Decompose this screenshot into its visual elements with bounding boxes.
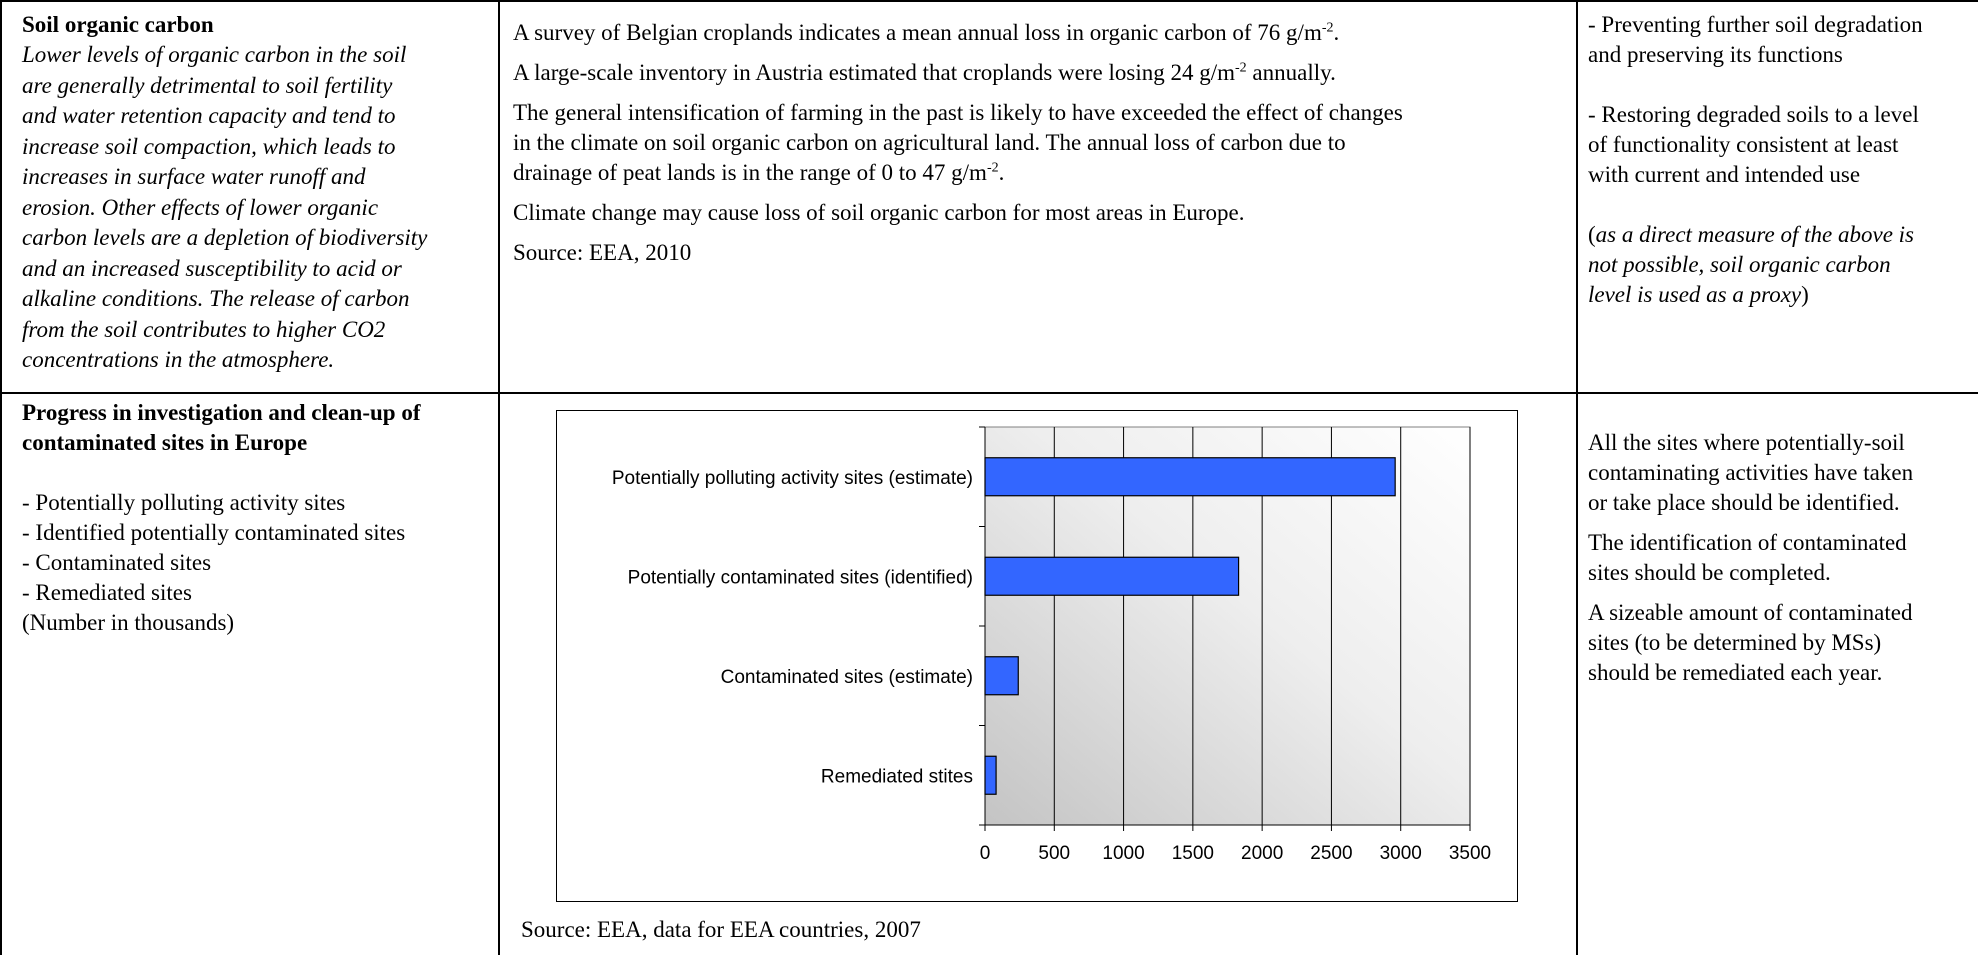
description-line: Lower levels of organic carbon in the so… [22,42,407,67]
paragraph-intensification: The general intensification of farming i… [513,100,1403,185]
proxy-line: not possible, soil organic carbon [1588,252,1891,277]
objective-proxy-note: (as a direct measure of the above is not … [1588,222,1914,307]
objective-line: - Restoring degraded soils to a level [1588,102,1919,127]
bar [984,755,997,795]
target-paragraph: A sizeable amount of contaminated sites (… [1588,598,1976,688]
paragraph-line: The general intensification of farming i… [513,100,1403,125]
indicator-description: Lower levels of organic carbon in the so… [22,40,492,376]
target-paragraph: All the sites where potentially-soil cont… [1588,428,1976,518]
source-text: Source: EEA, 2010 [513,240,692,265]
proxy-line: level is used as a proxy [1588,282,1802,307]
list-item: - Potentially polluting activity sites [22,490,346,515]
description-line: increases in surface water runoff and [22,164,366,189]
objective-restoring: - Restoring degraded soils to a level of … [1588,100,1978,190]
objective-line: and preserving its functions [1588,42,1843,67]
indicator-title-contaminated: Progress in investigation and clean-up o… [22,398,496,458]
x-tick-label: 500 [1038,843,1070,864]
table-border-col1 [498,0,500,955]
description-line: carbon levels are a depletion of biodive… [22,225,428,250]
target-line: The identification of contaminated [1588,530,1907,555]
indicator-title: Soil organic carbon [22,12,214,37]
bar [984,457,1396,497]
table-border-top [0,0,1978,2]
category-label: Potentially polluting activity sites (es… [612,468,973,489]
indicator-cell-contaminated-sites: Progress in investigation and clean-up o… [22,398,496,638]
paragraph-belgium: A survey of Belgian croplands indicates … [513,20,1340,45]
description-line: increase soil compaction, which leads to [22,133,396,159]
indicator-list: - Potentially polluting activity sites - … [22,488,496,638]
objective-line: - Preventing further soil degradation [1588,12,1923,37]
target-line: or take place should be identified. [1588,490,1900,515]
description-line: alkaline conditions. The release of carb… [22,286,410,311]
list-item: - Identified potentially contaminated si… [22,520,406,545]
target-line: sites should be completed. [1588,560,1831,585]
list-item: (Number in thousands) [22,610,235,635]
description-line: are generally detrimental to soil fertil… [22,72,393,98]
category-label: Remediated stites [821,766,973,787]
table-border-col2 [1576,0,1578,955]
x-tick-label: 3500 [1449,843,1491,864]
x-tick-label: 0 [980,843,991,864]
target-line: contaminating activities have taken [1588,460,1914,485]
table-border-left [0,0,2,955]
x-tick-label: 1000 [1102,843,1144,864]
chart-source: Source: EEA, data for EEA countries, 200… [521,917,921,942]
paragraph-line: in the climate on soil organic carbon on… [513,130,1346,155]
x-tick-label: 3000 [1380,843,1422,864]
target-line: All the sites where potentially-soil [1588,430,1905,455]
list-item: - Contaminated sites [22,550,212,575]
objective-line: with current and intended use [1588,162,1861,187]
x-tick-label: 2500 [1310,843,1352,864]
description-line: from the soil contributes to higher CO2 [22,316,386,342]
list-item: - Remediated sites [22,580,192,605]
proxy-line: as a direct measure of the above is [1595,222,1914,247]
objective-line: of functionality consistent at least [1588,132,1899,157]
category-label: Contaminated sites (estimate) [721,667,973,688]
category-label: Potentially contaminated sites (identifi… [628,567,973,588]
paragraph-climate: Climate change may cause loss of soil or… [513,200,1245,225]
description-line: and an increased susceptibility to acid … [22,255,402,281]
description-line: erosion. Other effects of lower organic [22,194,379,220]
target-cell-contaminated-sites: All the sites where potentially-soil cont… [1588,428,1976,698]
trend-cell-soil-carbon: A survey of Belgian croplands indicates … [513,18,1573,278]
target-paragraph: The identification of contaminated sites … [1588,528,1976,588]
description-line: and water retention capacity and tend to [22,103,396,128]
target-line: should be remediated each year. [1588,660,1883,685]
title-line: contaminated sites in Europe [22,430,308,455]
table-row-divider [0,392,1978,394]
objective-preventing: - Preventing further soil degradation and… [1588,10,1978,70]
indicator-cell-soil-carbon: Soil organic carbon Lower levels of orga… [22,10,492,376]
bar-chart: 0 500 1000 1500 2000 2500 3000 3500 Potentially … [612,426,1491,864]
bar-chart-frame: 0 500 1000 1500 2000 2500 3000 3500 Potentially … [556,410,1518,902]
x-tick-label: 1500 [1172,843,1214,864]
objective-cell-soil-carbon: - Preventing further soil degradation and… [1588,10,1978,310]
paragraph-austria: A large-scale inventory in Austria estim… [513,60,1336,85]
bar [984,556,1240,596]
bar [984,656,1019,696]
x-tick-label: 2000 [1241,843,1283,864]
title-line: Progress in investigation and clean-up o… [22,400,421,425]
description-line: concentrations in the atmosphere. [22,347,335,372]
target-line: A sizeable amount of contaminated [1588,600,1913,625]
target-line: sites (to be determined by MSs) [1588,630,1882,655]
